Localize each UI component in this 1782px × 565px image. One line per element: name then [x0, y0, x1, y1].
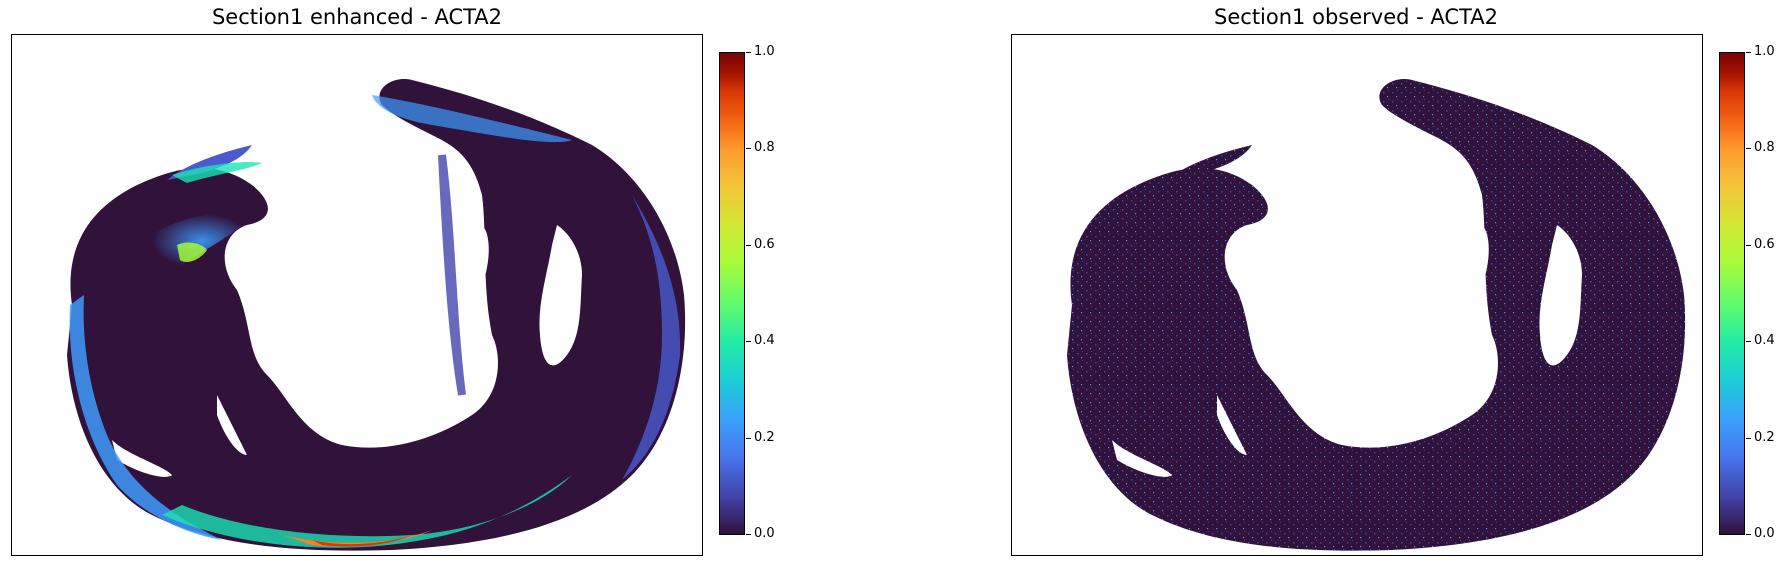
colorbar-tick: 0.4 — [1746, 333, 1775, 348]
colorbar-tick: 1.0 — [746, 44, 775, 59]
tissue-image — [67, 79, 686, 551]
colorbar — [1719, 52, 1745, 535]
panel-enhanced: Section1 enhanced - ACTA2 — [11, 5, 775, 556]
colorbar-tick: 0.2 — [746, 430, 775, 445]
tissue-image — [1067, 79, 1686, 551]
colorbar-tick: 0.8 — [1746, 140, 1775, 155]
colorbar-tick: 1.0 — [1746, 44, 1775, 59]
panel-title: Section1 observed - ACTA2 — [1214, 5, 1498, 29]
tissue-body — [1067, 79, 1686, 551]
plot-area — [1011, 34, 1703, 556]
colorbar-tick: 0.0 — [746, 526, 775, 541]
colorbar-tick: 0.8 — [746, 140, 775, 155]
tissue-body — [67, 79, 686, 551]
panel-observed: Section1 observed - ACTA2 1.0 0.8 0.6 0.… — [891, 0, 1782, 565]
colorbar-tick: 0.6 — [746, 237, 775, 252]
colorbar-tick: 0.0 — [1746, 526, 1775, 541]
colorbar — [719, 52, 745, 535]
plot-area — [11, 34, 703, 556]
colorbar-tick: 0.4 — [746, 333, 775, 348]
panel-title: Section1 enhanced - ACTA2 — [211, 5, 503, 29]
colorbar-tick: 0.6 — [1746, 237, 1775, 252]
colorbar-tick: 0.2 — [1746, 430, 1775, 445]
